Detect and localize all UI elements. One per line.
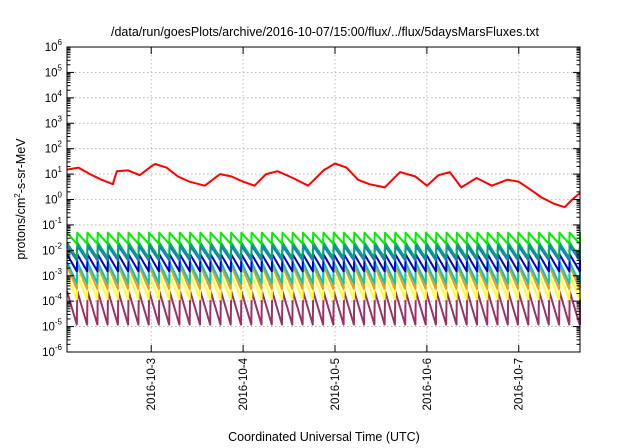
y-tick-label: 10-3: [42, 267, 62, 283]
y-tick-label: 10-5: [42, 318, 62, 334]
series-line: [66, 260, 581, 285]
x-tick-label: 2016-10-3: [146, 358, 158, 410]
y-tick-labels: 10-6 10-5 10-4 10-3 10-2 10-1 100 101 102 103 104 1…: [42, 38, 62, 359]
series-line: [66, 273, 581, 301]
y-tick-label: 10-2: [42, 241, 62, 257]
y-tick-label: 104: [45, 89, 63, 105]
y-tick-label: 105: [45, 63, 63, 79]
y-tick-label: 10-1: [42, 216, 62, 232]
x-axis-label: Coordinated Universal Time (UTC): [228, 430, 420, 444]
y-tick-label: 101: [45, 165, 63, 181]
series-line: [66, 231, 581, 245]
x-tick-label: 2016-10-4: [238, 357, 250, 410]
y-tick-label: 106: [45, 38, 63, 54]
series-line: [66, 162, 581, 209]
chart-title: /data/run/goesPlots/archive/2016-10-07/1…: [111, 25, 540, 39]
y-tick-label: 10-4: [42, 292, 62, 308]
x-tick-label: 2016-10-5: [330, 358, 342, 410]
y-tick-label: 102: [45, 140, 63, 156]
y-tick-label: 100: [45, 191, 63, 207]
y-axis-label: protons/cm2-s-sr-MeV: [13, 138, 28, 260]
x-tick-label: 2016-10-7: [514, 358, 526, 410]
y-tick-label: 10-6: [42, 343, 62, 359]
series-line: [66, 264, 581, 290]
y-tick-label: 103: [45, 114, 63, 130]
series-line: [66, 253, 581, 273]
axis-ticks: [67, 46, 580, 353]
x-tick-labels: 2016-10-3 2016-10-4 2016-10-5 2016-10-6 2016…: [146, 357, 526, 410]
series-line: [66, 241, 581, 259]
series-line: [66, 290, 581, 326]
x-tick-label: 2016-10-6: [422, 358, 434, 410]
series-line: [66, 244, 581, 262]
data-series: [66, 162, 581, 326]
